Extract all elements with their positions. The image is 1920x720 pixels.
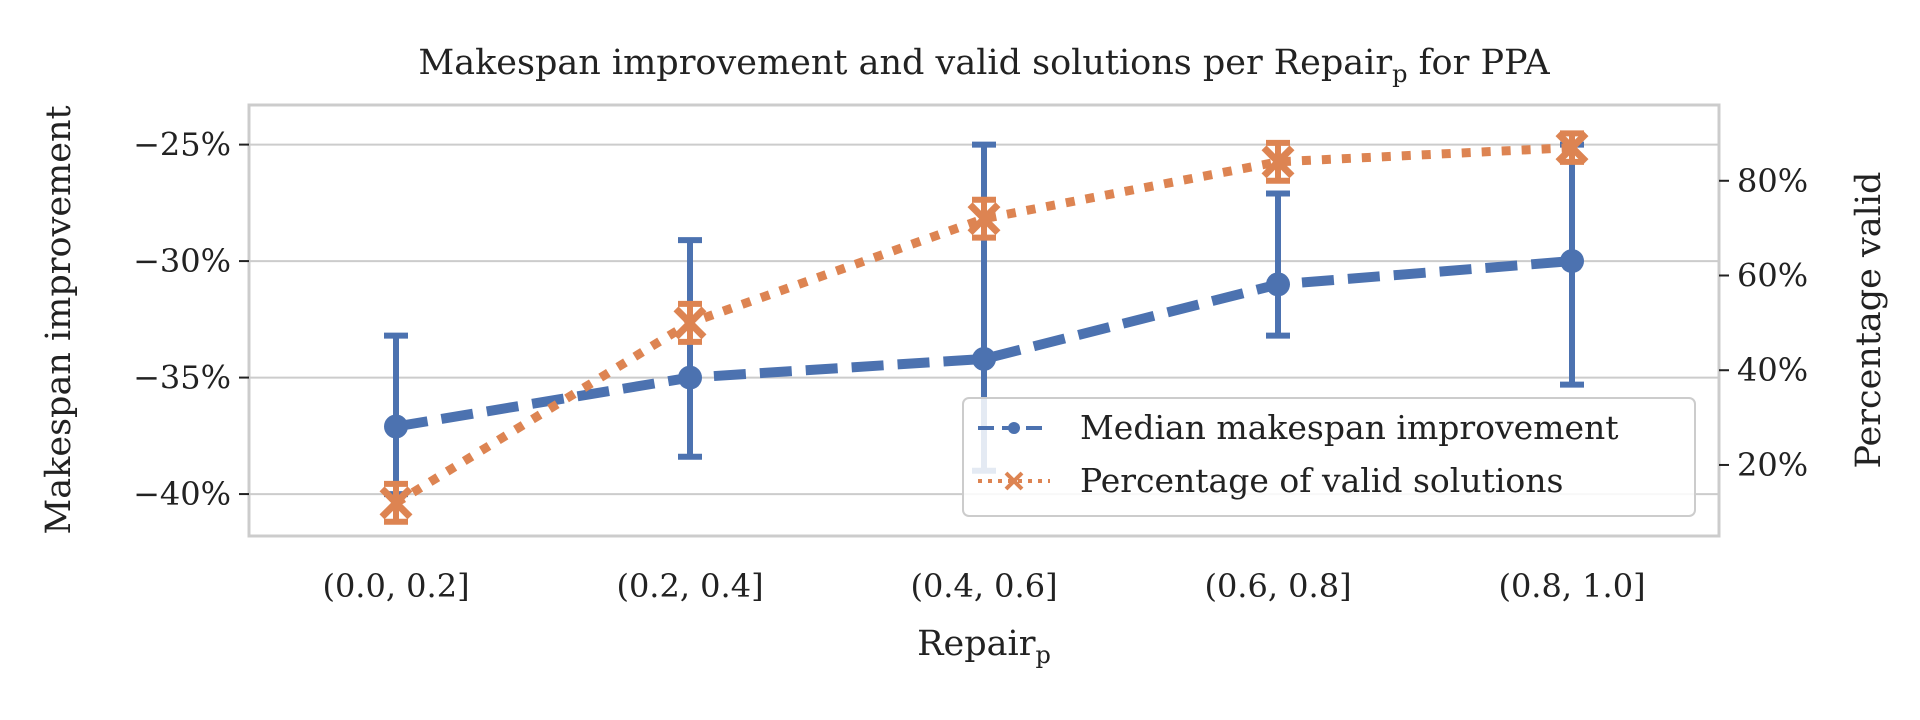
y-left-tick-label-2: −30% (133, 242, 231, 280)
y-left-tick-label-3: −25% (133, 126, 231, 164)
series-0-point-0 (384, 414, 408, 439)
chart-title-suffix: for PPA (1407, 43, 1550, 83)
y-left-tick-label-0: −40% (133, 475, 231, 513)
series-0-point-2 (972, 346, 996, 371)
y-axis-right-label: Percentage valid (1849, 172, 1889, 469)
y-right-tick-label-3: 80% (1737, 162, 1808, 200)
series-0-point-4 (1560, 249, 1584, 274)
left-axis: −40% −35% −30% −25% (133, 126, 249, 513)
series-1-point-4 (1555, 131, 1589, 165)
series-1-point-2 (967, 202, 1001, 236)
series-1-point-3 (1261, 145, 1295, 179)
y-right-tick-label-2: 60% (1737, 257, 1808, 295)
x-axis: (0.0, 0.2] (0.2, 0.4] (0.4, 0.6] (0.6, 0.8]… (322, 567, 1645, 605)
x-tick-label-0: (0.0, 0.2] (322, 567, 469, 605)
x-axis-label-subscript: p (1035, 641, 1050, 669)
series-layer (379, 130, 1589, 525)
legend: Median makespan improvement Percentage o… (962, 397, 1696, 517)
legend-item-valid: Percentage of valid solutions (978, 461, 1563, 500)
chart-title-main: Makespan improvement and valid solutions… (418, 43, 1392, 83)
right-axis: 20% 40% 60% 80% (1719, 162, 1808, 484)
x-tick-label-3: (0.6, 0.8] (1204, 567, 1351, 605)
legend-marker-valid (1004, 471, 1024, 491)
chart-title: Makespan improvement and valid solutions… (418, 43, 1550, 88)
y-right-tick-label-0: 20% (1737, 446, 1808, 484)
chart-title-subscript: p (1392, 60, 1407, 88)
series-0-errorbar-3 (1266, 190, 1290, 339)
series-0-errorbar-1 (678, 237, 702, 460)
legend-label-valid: Percentage of valid solutions (1080, 461, 1563, 500)
x-tick-label-4: (0.8, 1.0] (1498, 567, 1645, 605)
y-axis-left-label: Makespan improvement (39, 105, 79, 534)
legend-label-median: Median makespan improvement (1080, 408, 1619, 447)
x-axis-label: Repairp (917, 624, 1051, 669)
x-tick-label-2: (0.4, 0.6] (910, 567, 1057, 605)
x-axis-label-main: Repair (917, 624, 1036, 664)
legend-box (962, 397, 1696, 517)
legend-marker-median (1008, 422, 1020, 434)
y-right-tick-label-1: 40% (1737, 351, 1808, 389)
legend-item-median: Median makespan improvement (978, 408, 1619, 447)
series-1 (379, 130, 1589, 525)
plot-frame (247, 103, 1721, 538)
series-0-point-3 (1266, 272, 1290, 297)
series-1-point-1 (673, 306, 707, 340)
y-left-tick-label-1: −35% (133, 359, 231, 397)
series-1-point-0 (379, 486, 413, 520)
series-0-line (395, 256, 1573, 432)
x-tick-label-1: (0.2, 0.4] (616, 567, 763, 605)
series-0-point-1 (678, 365, 702, 390)
